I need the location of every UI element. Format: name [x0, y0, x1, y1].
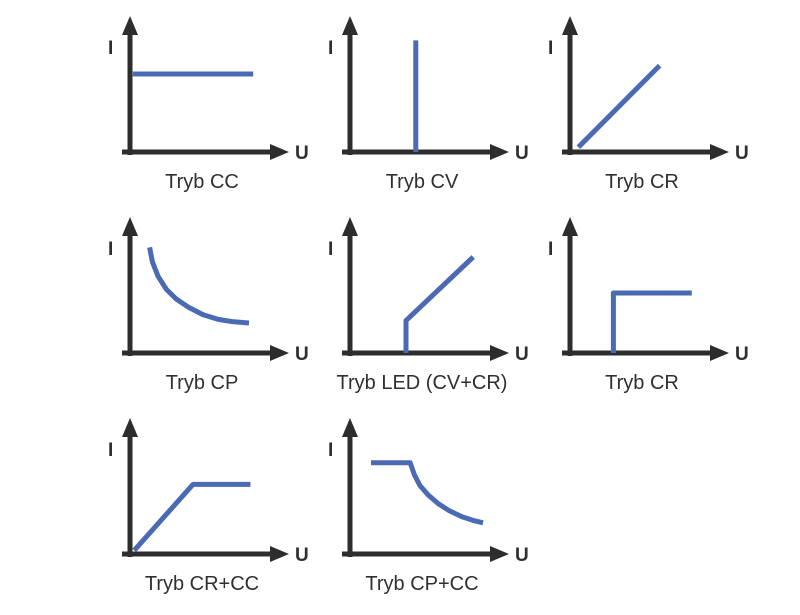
x-axis-label: U — [515, 545, 529, 566]
y-axis-label: I — [328, 440, 333, 461]
chart-caption: Tryb CP — [165, 372, 239, 394]
axes — [562, 34, 714, 155]
chart-cell: I U Tryb LED (CV+CR) — [316, 213, 536, 414]
chart-cell: I U Tryb CV — [316, 12, 536, 213]
y-axis-label: I — [108, 38, 113, 59]
x-axis-label: U — [295, 545, 309, 566]
cr-cc-curve — [132, 481, 251, 553]
iu-plot: I U — [328, 217, 529, 365]
y-axis-label: I — [328, 38, 333, 59]
y-axis-label: I — [108, 440, 113, 461]
y-axis-arrow-icon — [562, 16, 578, 35]
x-axis-arrow-icon — [490, 144, 509, 160]
x-axis-arrow-icon — [270, 546, 289, 562]
y-axis-label: I — [328, 239, 333, 260]
y-axis-arrow-icon — [342, 418, 358, 437]
led-cv-cr-curve — [403, 255, 475, 353]
chart-cell: I U Tryb CR+CC — [96, 414, 316, 615]
y-axis-label: I — [548, 239, 553, 260]
axes — [122, 235, 274, 356]
y-axis-arrow-icon — [342, 217, 358, 236]
y-axis-label: I — [108, 239, 113, 260]
chart-cell: I U Tryb CR — [536, 213, 756, 414]
axes — [122, 436, 274, 557]
chart-cell: I U Tryb CP+CC — [316, 414, 536, 615]
chart-caption: Tryb LED (CV+CR) — [336, 372, 508, 394]
chart-caption: Tryb CC — [165, 171, 239, 193]
iu-plot: I U — [328, 418, 529, 566]
x-axis-arrow-icon — [710, 144, 729, 160]
axes — [122, 34, 274, 155]
iu-characteristics-figure: I U Tryb CC I U Tryb CV I U Tryb CR — [108, 16, 749, 595]
axes — [342, 235, 494, 356]
chart-caption: Tryb CR — [605, 372, 679, 394]
y-axis-arrow-icon — [342, 16, 358, 35]
constant-power-curve — [147, 246, 250, 326]
iu-plot: I U — [548, 217, 749, 365]
x-axis-arrow-icon — [270, 144, 289, 160]
iu-plot: I U — [108, 217, 309, 365]
y-axis-arrow-icon — [122, 217, 138, 236]
chart-caption: Tryb CR+CC — [144, 573, 260, 595]
iu-plot: I U — [548, 16, 749, 164]
x-axis-label: U — [735, 143, 749, 164]
y-axis-label: I — [548, 38, 553, 59]
x-axis-arrow-icon — [490, 546, 509, 562]
x-axis-arrow-icon — [270, 345, 289, 361]
constant-resistance-curve — [576, 63, 662, 149]
x-axis-arrow-icon — [710, 345, 729, 361]
y-axis-arrow-icon — [562, 217, 578, 236]
x-axis-label: U — [515, 143, 529, 164]
x-axis-arrow-icon — [490, 345, 509, 361]
chart-cell: I U Tryb CR — [536, 12, 756, 213]
x-axis-label: U — [295, 344, 309, 365]
chart-cell: I U Tryb CC — [96, 12, 316, 213]
x-axis-label: U — [735, 344, 749, 365]
iu-plot: I U — [108, 418, 309, 566]
iu-plot: I U — [108, 16, 309, 164]
axes — [562, 235, 714, 356]
cp-cc-curve — [371, 460, 484, 526]
y-axis-arrow-icon — [122, 418, 138, 437]
chart-caption: Tryb CV — [385, 171, 459, 193]
chart-cell: I U Tryb CP — [96, 213, 316, 414]
x-axis-label: U — [515, 344, 529, 365]
iu-plot: I U — [328, 16, 529, 164]
x-axis-label: U — [295, 143, 309, 164]
y-axis-arrow-icon — [122, 16, 138, 35]
axes — [342, 436, 494, 557]
chart-caption: Tryb CR — [605, 171, 679, 193]
chart-caption: Tryb CP+CC — [365, 573, 479, 595]
constant-resistance-step-curve — [610, 290, 692, 353]
